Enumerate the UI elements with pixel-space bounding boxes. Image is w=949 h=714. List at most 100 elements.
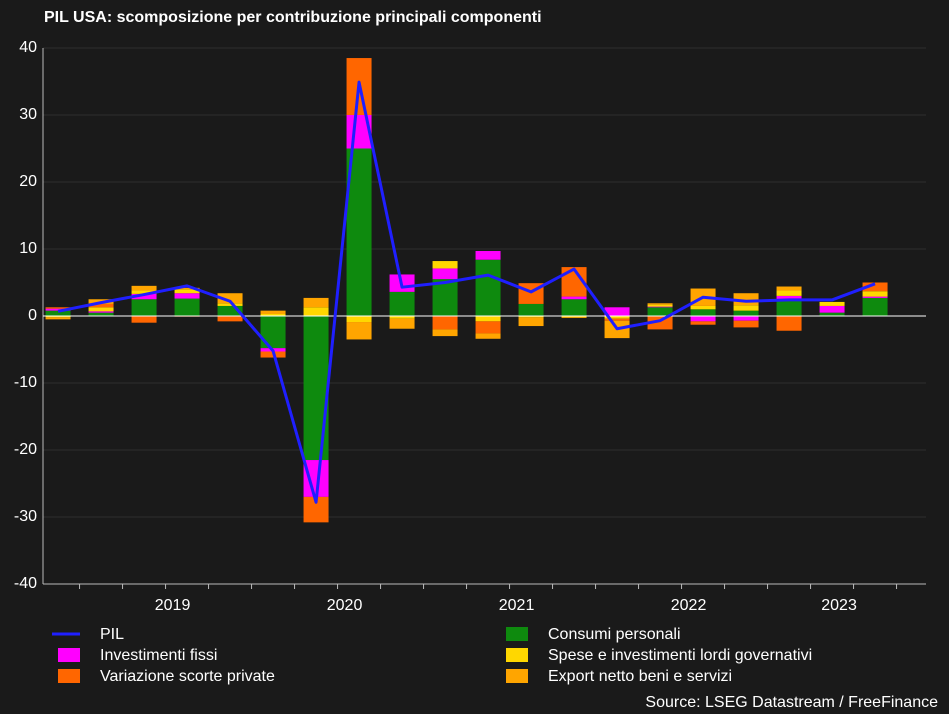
bar-segment [518,316,544,318]
bar-segment [174,293,200,299]
bar-segment [88,312,114,316]
bar-segment [776,286,802,291]
bar-segment [862,282,888,292]
bar-segment [647,306,673,308]
bar-segment [690,309,716,316]
bar-segment [862,291,888,297]
bar-segment [131,290,157,294]
bar-segment [561,296,587,300]
bar-segment [88,307,114,312]
bar-segment [733,305,759,311]
bar-segment [45,307,71,309]
bar-segment [389,291,415,316]
bar-segment [776,290,802,296]
bar-segment [475,321,501,334]
bar-segment [303,307,329,316]
bar-segment [862,297,888,316]
bar-segment [862,296,888,298]
bar-segment [518,303,544,316]
bar-segment [432,329,458,337]
bar-segment [389,318,415,329]
bar-segment [303,316,329,461]
bar-segment [45,310,71,316]
y-tick-label: -30 [14,508,37,525]
bar-segment [561,316,587,318]
bar-segment [561,299,587,316]
bar-segment [733,310,759,316]
bar-segment [776,316,802,331]
bar-segment [647,303,673,305]
legend-label: Spese e investimenti lordi governativi [548,647,812,664]
bar-segment [776,295,802,300]
bar-segment [45,317,71,320]
bar-segment [475,316,501,322]
bar-segment [690,305,716,310]
bar-segment [819,301,845,306]
x-tick-label: 2021 [499,597,535,614]
bar-segment [733,316,759,321]
bar-segment [389,316,415,319]
bar-segment [432,261,458,269]
bar-segment [776,299,802,316]
bar-segment [131,316,157,323]
bar-segment [260,313,286,316]
bar-segment [604,316,630,319]
bar-segment [260,310,286,314]
bar-segment [217,305,243,316]
bar-segment [604,307,630,316]
bar-segment [475,259,501,316]
x-tick-label: 2022 [671,597,707,614]
bar-segment [131,293,157,300]
bar-segment [518,317,544,327]
bar-segment [475,333,501,339]
bar-segment [604,318,630,321]
bar-segment [647,316,673,330]
y-tick-label: 40 [19,39,37,56]
bar-segment [819,312,845,316]
bar-segment [174,298,200,316]
legend-swatch [506,627,528,641]
y-tick-label: 30 [19,106,37,123]
bar-segment [647,307,673,316]
y-tick-label: 0 [28,307,37,324]
bar-segment [45,316,71,318]
bar-segment [131,285,157,291]
bar-segment [45,308,71,311]
bar-segment [88,303,114,308]
bar-segment [88,311,114,313]
bar-segment [217,316,243,322]
y-tick-label: 10 [19,240,37,257]
bar-segment [260,316,286,349]
source: Source: LSEG Datastream / FreeFinance [645,694,938,711]
bar-segment [217,303,243,306]
legend-label: Investimenti fissi [100,647,217,664]
y-tick-label: 20 [19,173,37,190]
bar-segment [690,321,716,325]
legend-label: Consumi personali [548,626,681,643]
bar-segment [432,268,458,280]
bar-segment [819,305,845,313]
bar-segment [174,289,200,294]
chart-title: PIL USA: scomposizione per contribuzione… [44,9,542,26]
bar-segment [131,299,157,316]
bar-segment [432,316,458,330]
bar-segment [217,293,243,304]
legend-label: Variazione scorte private [100,668,275,685]
bar-segment [303,297,329,308]
bar-segment [174,287,200,290]
bar-segment [647,304,673,307]
x-tick-label: 2020 [327,597,363,614]
y-tick-label: -10 [14,374,37,391]
legend-swatch [58,669,80,683]
pil-line [57,80,876,504]
bar-segment [432,279,458,316]
x-tick-label: 2023 [821,597,857,614]
bar-segment [690,316,716,322]
legend-swatch [506,669,528,683]
x-tick-label: 2019 [155,597,191,614]
bar-segment [346,322,372,340]
y-tick-label: -20 [14,441,37,458]
bar-segment [733,320,759,328]
legend-label: PIL [100,626,124,643]
